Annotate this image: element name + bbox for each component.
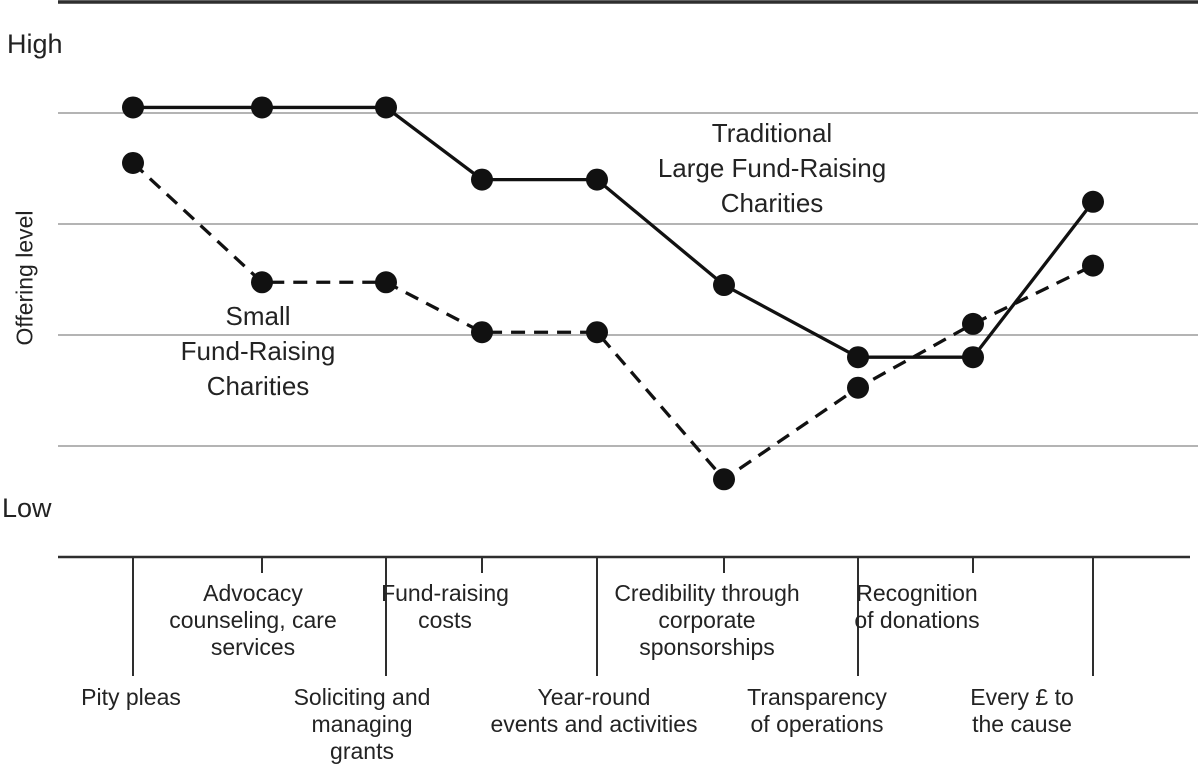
y-axis-high-label: High (7, 29, 63, 59)
data-point-solid (586, 168, 608, 191)
category-label: Soliciting and managing grants (294, 684, 431, 765)
category-label-line: events and activities (490, 711, 698, 737)
series-label-line: Charities (720, 188, 824, 218)
data-point-dashed (471, 321, 493, 344)
category-label-line: services (210, 634, 296, 660)
category-label-line: grants (330, 738, 394, 764)
series-label-line: Charities (206, 371, 310, 401)
category-label: Advocacy counseling, care services (169, 580, 337, 661)
data-point-dashed (122, 151, 144, 174)
category-label: Pity pleas (81, 684, 181, 711)
data-point-dashed (586, 321, 608, 344)
category-label-line: Every £ to (970, 684, 1074, 710)
data-point-solid (375, 96, 397, 119)
data-point-dashed (713, 468, 735, 491)
category-label-line: Recognition (856, 580, 978, 606)
series-label-line: Small (225, 301, 291, 331)
data-point-dashed (962, 312, 984, 335)
series-label-line: Large Fund-Raising (657, 153, 887, 183)
category-label: Transparency of operations (747, 684, 887, 738)
category-label-line: sponsorships (639, 634, 775, 660)
category-label: Year-round events and activities (490, 684, 697, 738)
category-label-line: Year-round (537, 684, 651, 710)
data-point-dashed (847, 376, 869, 399)
category-label-line: corporate (658, 607, 756, 633)
category-label-line: Credibility through (614, 580, 800, 606)
data-point-solid (847, 346, 869, 369)
y-axis-low-label: Low (2, 493, 52, 523)
data-point-solid (251, 96, 273, 119)
series-label-line: Traditional (711, 118, 833, 148)
category-label-line: of donations (854, 607, 980, 633)
category-label: Fund-raising costs (381, 580, 509, 634)
data-point-solid (1082, 190, 1104, 213)
category-label-line: Transparency (747, 684, 887, 710)
category-label-line: costs (418, 607, 472, 633)
data-point-dashed (1082, 254, 1104, 277)
data-point-solid (962, 346, 984, 369)
category-label-line: managing (311, 711, 413, 737)
data-point-solid (713, 274, 735, 297)
category-label-line: of operations (750, 711, 884, 737)
data-point-solid (122, 96, 144, 119)
category-label-line: Soliciting and (293, 684, 431, 710)
category-label: Credibility through corporate sponsorships (614, 580, 799, 661)
series-line-dashed (131, 161, 1094, 482)
data-point-dashed (375, 271, 397, 294)
category-label: Recognition of donations (854, 580, 979, 634)
category-label-line: Advocacy (203, 580, 303, 606)
data-point-dashed (251, 271, 273, 294)
category-label-line: the cause (972, 711, 1072, 737)
y-axis-title: Offering level (11, 210, 38, 346)
category-label-line: counseling, care (169, 607, 337, 633)
category-label: Every £ to the cause (970, 684, 1074, 738)
category-label-line: Fund-raising (381, 580, 509, 606)
series-label-traditional: Traditional Large Fund-Raising Charities (658, 116, 886, 221)
series-label-small: Small Fund-Raising Charities (181, 299, 336, 404)
series-label-line: Fund-Raising (180, 336, 336, 366)
category-label-line: Pity pleas (81, 684, 181, 710)
data-point-solid (471, 168, 493, 191)
